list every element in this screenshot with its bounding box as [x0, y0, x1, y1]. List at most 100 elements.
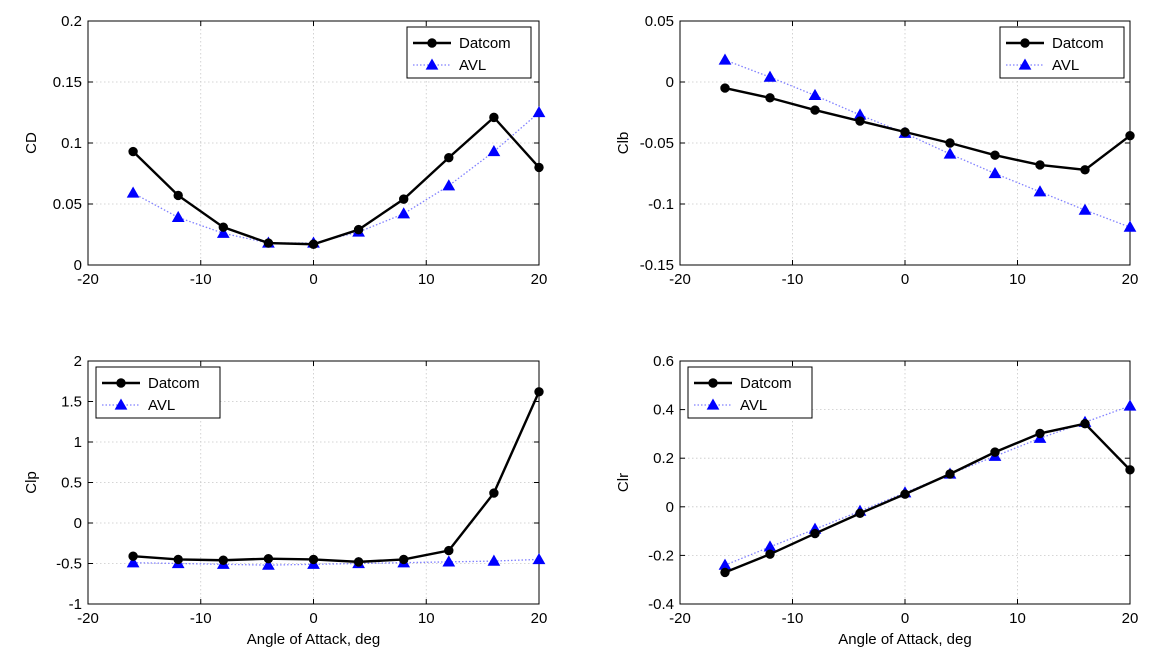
legend-label-datcom: Datcom: [459, 35, 511, 52]
data-point-datcom: [399, 554, 409, 565]
data-point-avl: [1123, 220, 1137, 232]
subplot-3: -20 -10 0 10 20 -1 -0.5 0 0.5 1 1.5 2 Clp Angle of At…: [23, 353, 547, 648]
data-point-datcom: [765, 549, 775, 559]
data-point-datcom: [173, 554, 183, 565]
legend-label-avl: AVL: [148, 397, 175, 414]
data-point-datcom: [1035, 160, 1045, 170]
data-point-datcom: [353, 557, 364, 567]
x-tick-label: -10: [782, 610, 804, 627]
y-tick-label: 1.5: [61, 394, 82, 411]
x-tick-label: 0: [309, 271, 317, 288]
data-point-datcom: [308, 239, 319, 249]
x-tick-label: 10: [1009, 610, 1026, 627]
series-datcom: [128, 387, 544, 567]
data-point-datcom: [810, 528, 820, 539]
data-point-avl: [487, 145, 501, 157]
x-tick-label: 10: [418, 610, 435, 627]
data-point-avl: [126, 186, 140, 198]
x-tick-label: 20: [531, 271, 548, 288]
data-point-avl: [1123, 399, 1137, 411]
legend-label-avl: AVL: [459, 57, 486, 74]
y-tick-label: -1: [69, 596, 82, 613]
data-point-datcom: [308, 554, 319, 565]
y-tick-label: -0.1: [648, 196, 674, 213]
y-tick-label: 0.2: [653, 450, 674, 467]
legend-marker-avl: [425, 58, 439, 70]
y-tick-label: -0.2: [648, 547, 674, 564]
legend-marker-datcom: [1020, 38, 1030, 48]
y-tick-label: 0: [666, 74, 674, 91]
data-point-datcom: [489, 112, 499, 123]
legend-marker-datcom: [116, 378, 126, 388]
y-tick-label: 0.05: [645, 13, 674, 30]
x-axis-label: Angle of Attack, deg: [247, 631, 380, 648]
data-point-datcom: [1125, 130, 1135, 141]
legend-marker-avl: [114, 398, 128, 410]
y-tick-label: -0.15: [640, 257, 674, 274]
x-tick-label: 20: [1122, 610, 1139, 627]
series-line-datcom: [724, 422, 1131, 574]
data-point-datcom: [1125, 465, 1135, 475]
data-point-datcom: [353, 224, 364, 235]
data-point-avl: [1078, 203, 1092, 215]
x-tick-label: 0: [901, 271, 909, 288]
x-tick-label: -10: [782, 271, 804, 288]
data-point-avl: [808, 88, 822, 101]
x-tick-label: 20: [531, 610, 548, 627]
data-point-avl: [532, 105, 546, 118]
y-tick-label: 0.05: [53, 196, 82, 213]
y-tick-label: -0.4: [648, 596, 674, 613]
series-datcom: [720, 83, 1135, 175]
x-tick-label: 20: [1122, 271, 1139, 288]
data-point-avl: [126, 556, 140, 568]
y-tick-label: 1: [74, 434, 82, 451]
legend-box: [406, 26, 532, 79]
data-point-datcom: [990, 150, 1000, 160]
data-point-datcom: [765, 93, 775, 103]
data-point-avl: [718, 53, 732, 65]
data-point-avl: [988, 166, 1002, 179]
subplot-4: -20 -10 0 10 20 -0.4 -0.2 0 0.2 0.4 0.6 Clr Angle of…: [615, 353, 1138, 648]
data-point-avl: [1033, 185, 1047, 197]
y-tick-label: 0.6: [653, 353, 674, 370]
data-point-datcom: [489, 488, 499, 498]
x-tick-label: 0: [901, 610, 909, 627]
data-point-datcom: [945, 469, 955, 479]
data-point-datcom: [218, 555, 229, 565]
y-axis-label: CD: [23, 132, 40, 154]
data-point-datcom: [1080, 418, 1090, 429]
x-tick-label: -10: [190, 271, 212, 288]
series-line-datcom: [132, 115, 540, 246]
data-point-avl: [763, 70, 777, 82]
legend-label-avl: AVL: [1052, 57, 1079, 74]
data-point-datcom: [855, 116, 865, 126]
data-point-datcom: [720, 83, 730, 93]
x-tick-label: 10: [418, 271, 435, 288]
data-point-datcom: [444, 545, 454, 556]
data-point-avl: [262, 558, 275, 570]
x-tick-label: -20: [669, 610, 691, 627]
data-point-datcom: [1080, 165, 1090, 175]
legend-label-datcom: Datcom: [148, 375, 200, 392]
data-point-datcom: [263, 238, 274, 248]
y-tick-label: 0: [74, 515, 82, 532]
y-tick-label: 0.4: [653, 402, 674, 419]
data-point-datcom: [218, 222, 229, 232]
x-tick-label: -10: [190, 610, 212, 627]
legend-label-datcom: Datcom: [740, 375, 792, 392]
data-point-datcom: [855, 508, 865, 519]
y-tick-label: 2: [74, 353, 82, 370]
y-tick-label: 0.2: [61, 13, 82, 30]
series-line-datcom: [133, 391, 541, 564]
legend: Datcom AVL: [687, 366, 813, 419]
series-line-avl: [133, 558, 540, 566]
y-tick-label: -0.5: [56, 556, 82, 573]
data-point-avl: [442, 555, 456, 567]
data-point-datcom: [534, 162, 544, 173]
x-tick-label: -20: [669, 271, 691, 288]
y-tick-label: 0.1: [61, 135, 82, 152]
subplot-2: -20 -10 0 10 20 -0.15 -0.1 -0.05 0 0.05 Clb Datcom A…: [615, 13, 1138, 288]
series-datcom: [128, 112, 544, 249]
legend: Datcom AVL: [999, 26, 1125, 79]
